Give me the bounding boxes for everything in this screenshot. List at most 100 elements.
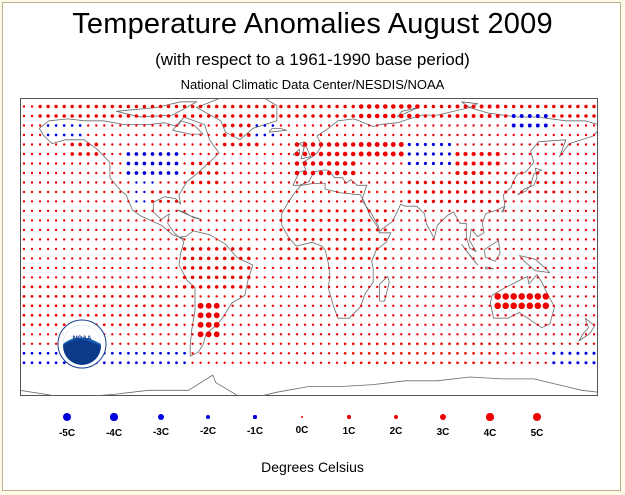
- anomaly-dot: [584, 247, 588, 251]
- anomaly-dot: [126, 104, 131, 109]
- anomaly-dot: [416, 247, 419, 251]
- anomaly-dot: [382, 104, 388, 109]
- anomaly-dot: [584, 314, 588, 317]
- anomaly-dot: [480, 314, 483, 317]
- anomaly-dot: [54, 361, 58, 365]
- anomaly-dot: [279, 133, 283, 137]
- anomaly-dot: [512, 247, 515, 251]
- anomaly-dot: [183, 361, 186, 365]
- anomaly-dot: [456, 133, 459, 137]
- anomaly-dot: [79, 209, 82, 213]
- anomaly-dot: [488, 361, 491, 365]
- anomaly-dot: [191, 342, 194, 345]
- anomaly-dot: [368, 124, 371, 127]
- anomaly-dot: [190, 180, 195, 185]
- anomaly-dot: [239, 352, 242, 355]
- anomaly-dot: [479, 180, 484, 185]
- anomaly-dot: [175, 266, 178, 270]
- anomaly-dot: [167, 181, 170, 184]
- coastline: [20, 374, 598, 396]
- anomaly-dot: [223, 361, 226, 364]
- anomaly-dot: [135, 181, 138, 184]
- anomaly-dot: [143, 190, 146, 194]
- anomaly-dot: [327, 247, 331, 251]
- anomaly-dot: [86, 295, 90, 298]
- anomaly-dot: [231, 228, 234, 232]
- anomaly-dot: [568, 228, 572, 232]
- anomaly-dot: [544, 342, 547, 345]
- anomaly-dot: [319, 285, 323, 289]
- anomaly-dot: [560, 114, 564, 118]
- anomaly-dot: [239, 361, 242, 364]
- anomaly-dot: [151, 143, 154, 146]
- anomaly-dot: [488, 180, 492, 185]
- anomaly-dot: [207, 161, 211, 166]
- anomaly-dot: [528, 314, 531, 317]
- anomaly-dot: [463, 114, 468, 118]
- anomaly-dot: [416, 238, 419, 241]
- anomaly-dot: [158, 104, 163, 109]
- anomaly-dot: [175, 228, 178, 232]
- legend-dot: [205, 414, 211, 420]
- anomaly-dot: [135, 190, 138, 194]
- anomaly-dot: [520, 247, 523, 251]
- anomaly-dot: [584, 143, 588, 146]
- anomaly-dot: [46, 276, 50, 279]
- anomaly-dot: [279, 285, 283, 289]
- anomaly-dot: [592, 238, 596, 241]
- anomaly-dot: [416, 276, 419, 279]
- anomaly-dot: [439, 142, 444, 147]
- anomaly-dot: [110, 351, 114, 355]
- anomaly-dot: [568, 143, 572, 146]
- anomaly-dot: [343, 323, 347, 326]
- anomaly-dot: [383, 351, 387, 355]
- anomaly-dot: [95, 124, 98, 127]
- anomaly-dot: [512, 257, 515, 260]
- anomaly-dot: [302, 142, 308, 147]
- anomaly-dot: [487, 161, 492, 166]
- anomaly-dot: [479, 104, 484, 109]
- anomaly-dot: [166, 152, 171, 156]
- anomaly-dot: [512, 333, 515, 336]
- anomaly-dot: [167, 361, 170, 365]
- anomaly-dot: [62, 104, 66, 109]
- anomaly-dot: [360, 124, 363, 127]
- anomaly-dot: [495, 161, 500, 166]
- anomaly-dot: [87, 181, 90, 184]
- anomaly-dot: [87, 171, 90, 175]
- legend-item: 2C: [373, 412, 419, 437]
- anomaly-dot: [127, 181, 130, 184]
- anomaly-dot: [215, 361, 218, 364]
- anomaly-dot: [584, 181, 588, 184]
- anomaly-dot: [118, 104, 123, 109]
- anomaly-dot: [544, 228, 547, 232]
- anomaly-dot: [54, 266, 58, 270]
- anomaly-dot: [440, 285, 443, 289]
- anomaly-dot: [544, 352, 547, 355]
- anomaly-dot: [351, 114, 355, 118]
- anomaly-dot: [175, 143, 178, 146]
- anomaly-dot: [303, 124, 307, 127]
- anomaly-dot: [374, 142, 380, 147]
- anomaly-dot: [432, 238, 435, 241]
- anomaly-dot: [183, 228, 186, 232]
- anomaly-dot: [480, 228, 483, 232]
- anomaly-dot: [415, 161, 419, 166]
- anomaly-dot: [544, 276, 547, 279]
- anomaly-dot: [255, 333, 258, 336]
- anomaly-dot: [215, 161, 219, 166]
- anomaly-dot: [319, 295, 323, 298]
- anomaly-dot: [536, 133, 539, 137]
- anomaly-dot: [103, 209, 106, 213]
- anomaly-dot: [392, 276, 395, 279]
- anomaly-dot: [335, 342, 339, 345]
- anomaly-dot: [376, 124, 379, 127]
- anomaly-dot: [30, 152, 34, 156]
- anomaly-dot: [205, 321, 212, 328]
- anomaly-dot: [568, 314, 572, 317]
- anomaly-dot: [223, 181, 226, 184]
- anomaly-dot: [359, 218, 363, 222]
- anomaly-dot: [319, 190, 323, 194]
- anomaly-dot: [544, 266, 547, 270]
- anomaly-dot: [568, 266, 572, 270]
